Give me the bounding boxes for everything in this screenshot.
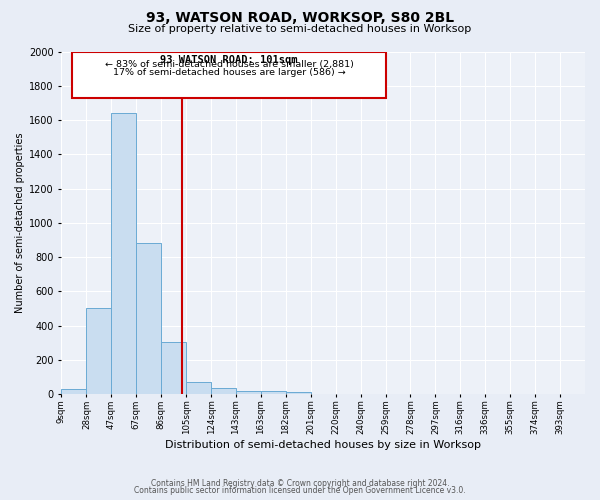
- Bar: [161, 342, 186, 394]
- Text: 17% of semi-detached houses are larger (586) →: 17% of semi-detached houses are larger (…: [113, 68, 346, 77]
- Text: Contains HM Land Registry data © Crown copyright and database right 2024.: Contains HM Land Registry data © Crown c…: [151, 478, 449, 488]
- Bar: [186, 382, 211, 394]
- Bar: [136, 244, 161, 394]
- Y-axis label: Number of semi-detached properties: Number of semi-detached properties: [15, 132, 25, 313]
- Bar: [236, 390, 261, 394]
- X-axis label: Distribution of semi-detached houses by size in Worksop: Distribution of semi-detached houses by …: [165, 440, 481, 450]
- Text: 93, WATSON ROAD, WORKSOP, S80 2BL: 93, WATSON ROAD, WORKSOP, S80 2BL: [146, 11, 454, 25]
- Bar: [111, 113, 136, 394]
- Bar: [286, 392, 311, 394]
- Bar: [61, 389, 86, 394]
- Bar: [86, 308, 111, 394]
- Text: Size of property relative to semi-detached houses in Worksop: Size of property relative to semi-detach…: [128, 24, 472, 34]
- Text: 93 WATSON ROAD: 101sqm: 93 WATSON ROAD: 101sqm: [160, 56, 298, 66]
- Text: Contains public sector information licensed under the Open Government Licence v3: Contains public sector information licen…: [134, 486, 466, 495]
- FancyBboxPatch shape: [72, 52, 386, 98]
- Bar: [211, 388, 236, 394]
- Text: ← 83% of semi-detached houses are smaller (2,881): ← 83% of semi-detached houses are smalle…: [104, 60, 353, 69]
- Bar: [261, 392, 286, 394]
